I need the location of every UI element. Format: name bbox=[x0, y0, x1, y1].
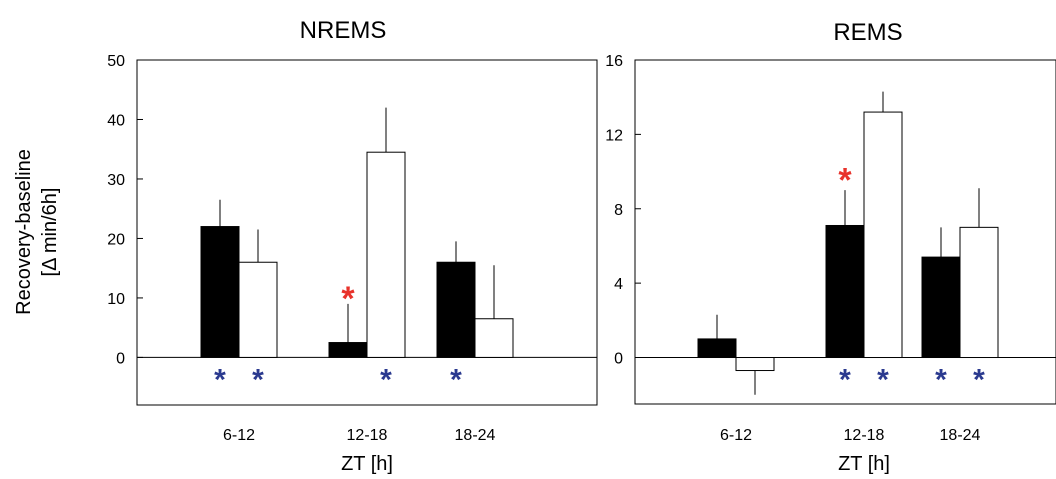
rems-y-tick-label: 16 bbox=[605, 53, 623, 70]
rems-x-tick-label: 6-12 bbox=[720, 427, 752, 444]
nrems-panel: NREMS ZT [h] 0 10 20 30 40 50 6-12 12-18 18-24 * *… bbox=[107, 17, 598, 475]
rems-significance-star-blue: * bbox=[877, 364, 889, 397]
rems-bar-black-6-12 bbox=[697, 338, 737, 359]
nrems-bar-white-12-18 bbox=[366, 151, 406, 358]
nrems-significance-star-blue: * bbox=[450, 363, 462, 396]
rems-x-axis-label: ZT [h] bbox=[838, 453, 890, 475]
nrems-y-tick-label: 40 bbox=[107, 112, 125, 129]
nrems-y-tick-label: 30 bbox=[107, 172, 125, 189]
rems-bar-black-18-24 bbox=[921, 256, 961, 359]
nrems-significance-star-blue: * bbox=[380, 363, 392, 396]
nrems-y-tick-label: 50 bbox=[107, 53, 125, 70]
rems-significance-star-blue: * bbox=[935, 364, 947, 397]
nrems-bar-black-6-12 bbox=[200, 226, 240, 358]
y-axis-label-line1: Recovery-baseline bbox=[13, 149, 35, 315]
rems-x-tick-label: 12-18 bbox=[844, 427, 885, 444]
nrems-x-tick-label: 6-12 bbox=[223, 427, 255, 444]
rems-y-tick-label: 0 bbox=[614, 351, 623, 368]
nrems-significance-star-blue: * bbox=[252, 363, 264, 396]
rems-y-tick-label: 12 bbox=[605, 127, 623, 144]
rems-title: REMS bbox=[833, 19, 902, 46]
nrems-title: NREMS bbox=[300, 17, 387, 44]
rems-x-tick-label: 18-24 bbox=[940, 427, 981, 444]
rems-bar-white-12-18 bbox=[863, 111, 903, 359]
nrems-x-tick-label: 18-24 bbox=[455, 427, 496, 444]
rems-bar-black-12-18 bbox=[825, 224, 865, 359]
rems-bar-white-6-12 bbox=[735, 357, 775, 372]
nrems-x-axis-label: ZT [h] bbox=[341, 453, 393, 475]
rems-y-tick-label: 8 bbox=[614, 202, 623, 219]
nrems-x-tick-label: 12-18 bbox=[347, 427, 388, 444]
rems-y-tick-label: 4 bbox=[614, 276, 623, 293]
nrems-y-tick-label: 20 bbox=[107, 231, 125, 248]
nrems-significance-star-red: * bbox=[341, 280, 355, 318]
y-axis-label-line2: [Δ min/6h] bbox=[39, 188, 61, 277]
nrems-plot-frame bbox=[136, 59, 598, 406]
rems-bar-white-18-24 bbox=[959, 226, 999, 359]
rems-significance-star-red: * bbox=[838, 161, 852, 199]
nrems-bar-white-18-24 bbox=[474, 318, 514, 358]
nrems-significance-star-blue: * bbox=[214, 363, 226, 396]
nrems-y-tick-label: 0 bbox=[116, 350, 125, 367]
nrems-bar-white-6-12 bbox=[238, 261, 278, 358]
nrems-y-tick-label: 10 bbox=[107, 291, 125, 308]
nrems-bar-black-18-24 bbox=[436, 261, 476, 358]
rems-significance-star-blue: * bbox=[973, 364, 985, 397]
rems-significance-star-blue: * bbox=[839, 364, 851, 397]
rems-panel: REMS ZT [h] 0 4 8 12 16 6-12 12-18 18-24 * * * * * bbox=[605, 19, 1056, 475]
rems-plot-frame bbox=[634, 59, 1056, 405]
nrems-bar-black-12-18 bbox=[328, 342, 368, 358]
